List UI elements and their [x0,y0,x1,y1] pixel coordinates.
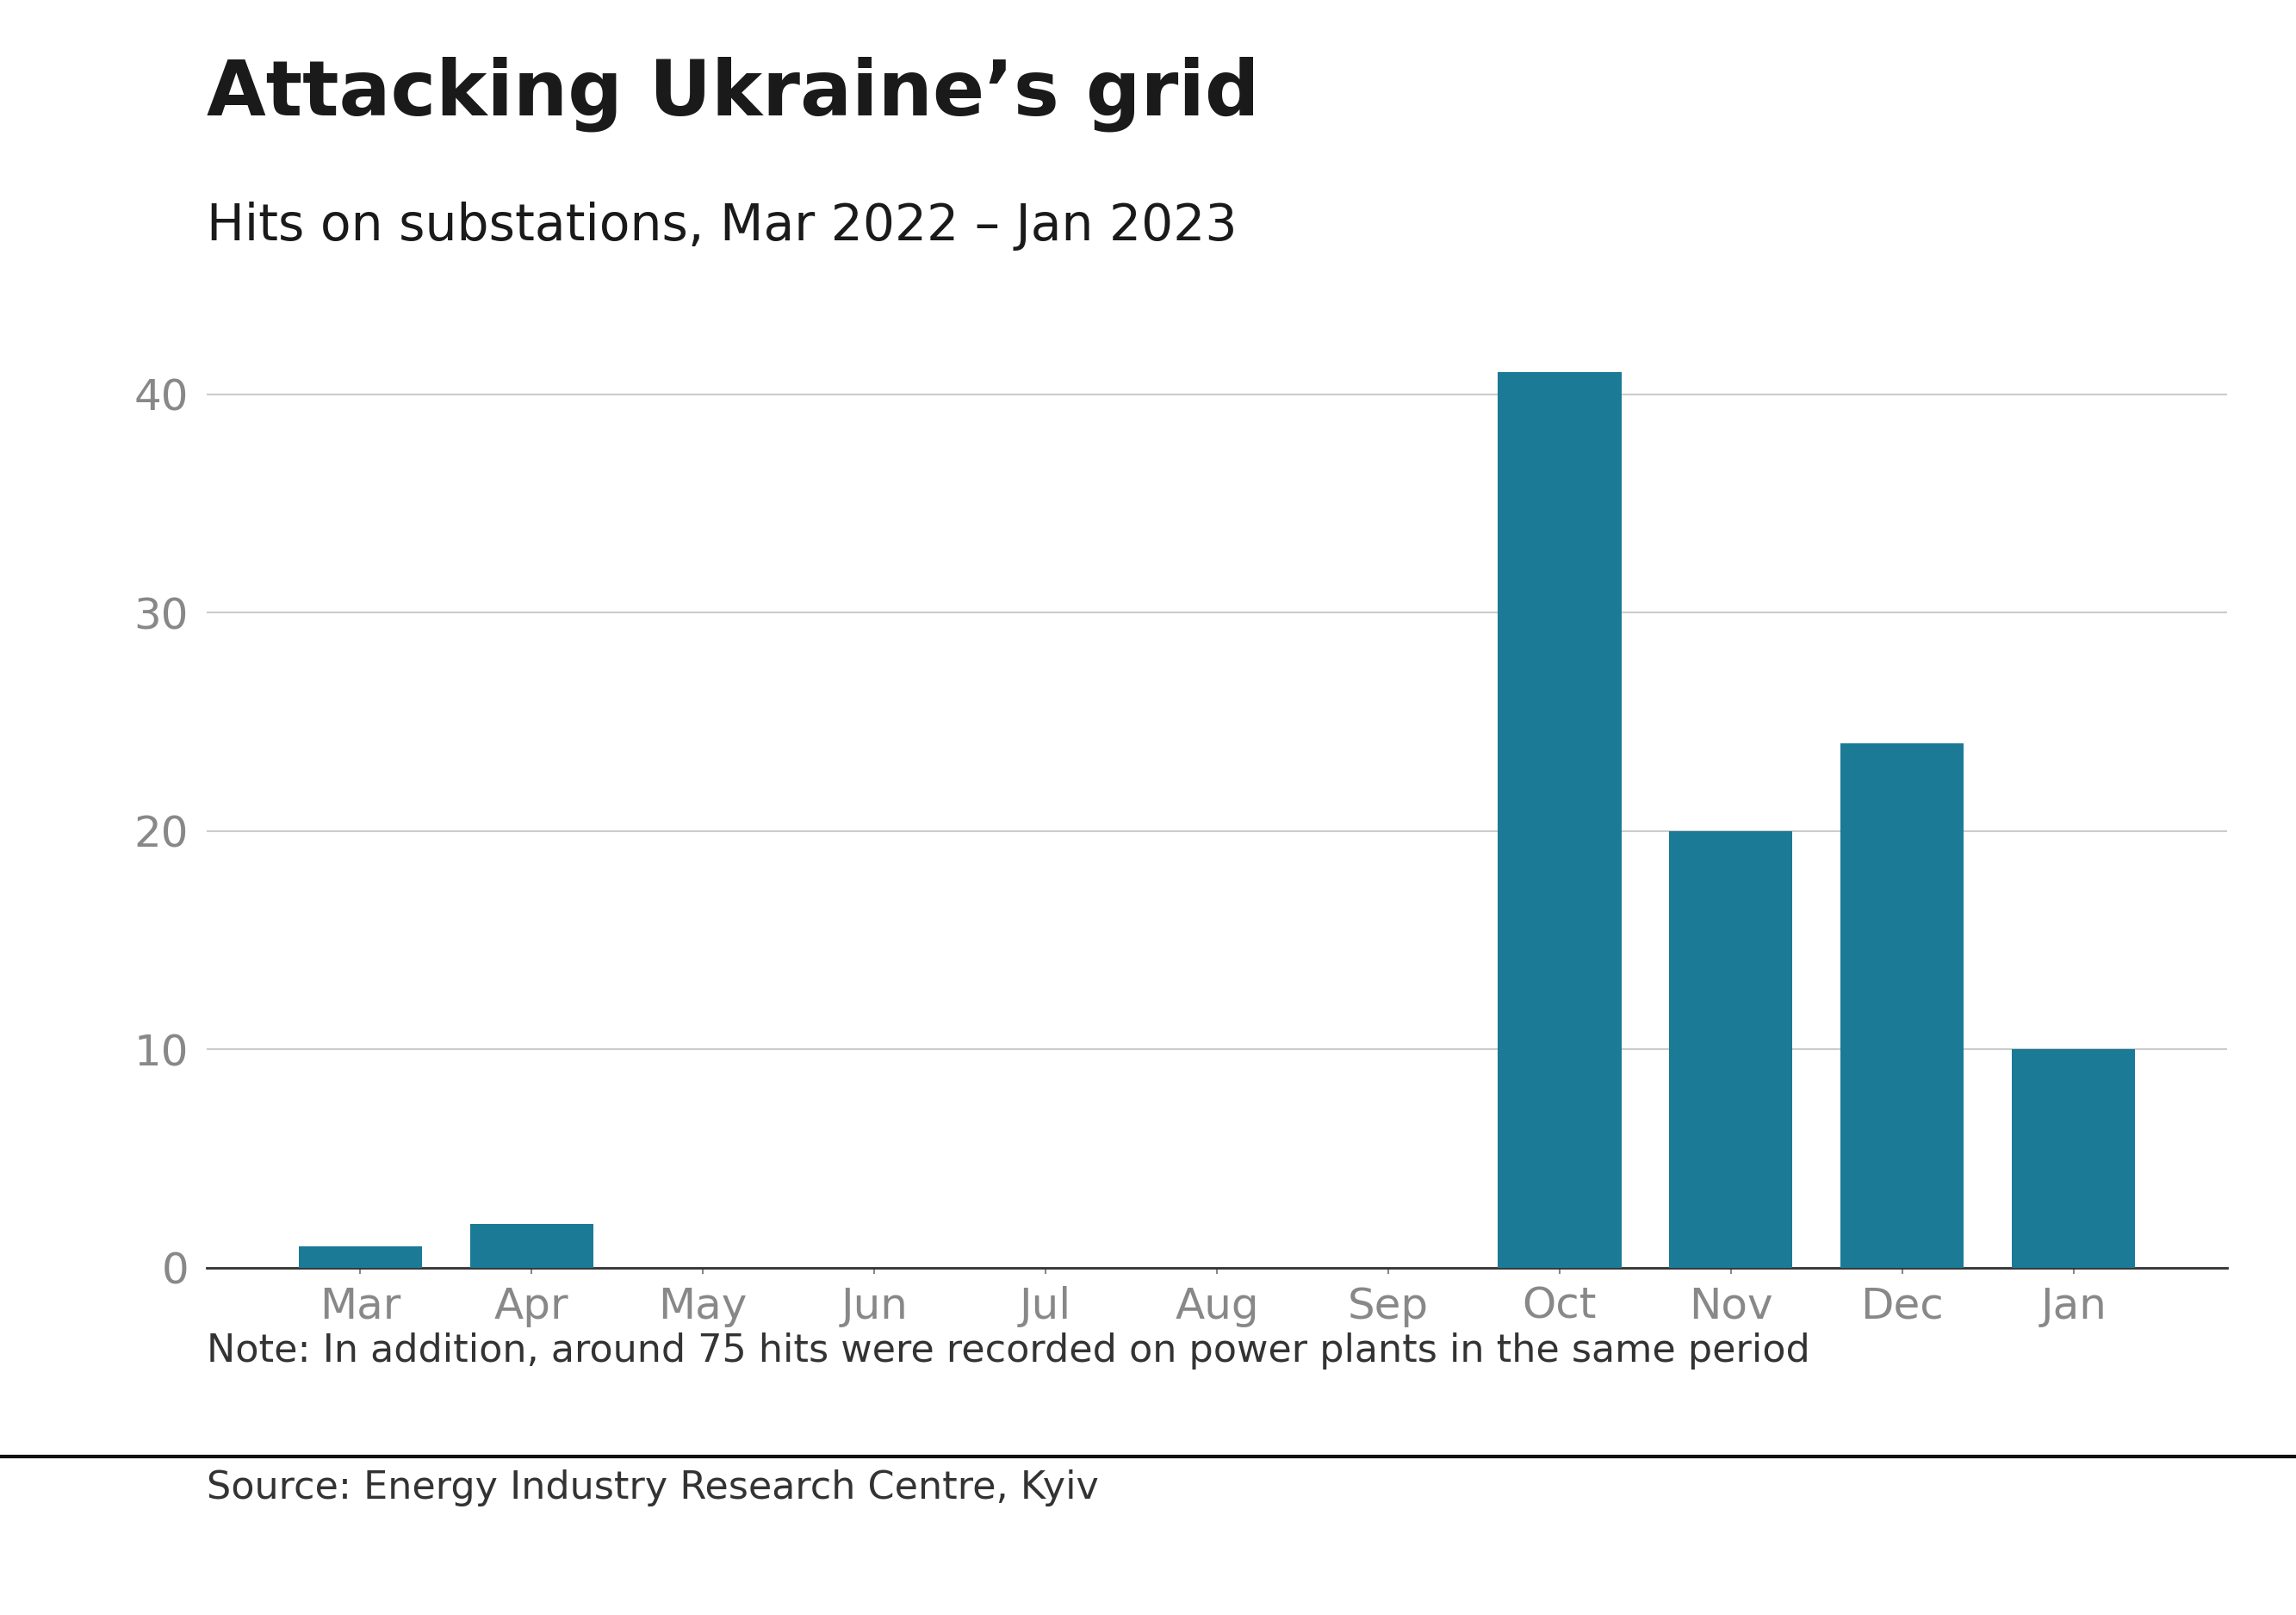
Bar [298,1245,422,1268]
Bar [471,1224,592,1268]
Text: Source: Energy Industry Research Centre, Kyiv: Source: Energy Industry Research Centre,… [207,1470,1100,1507]
Text: Attacking Ukraine’s grid: Attacking Ukraine’s grid [207,57,1261,132]
Text: Note: In addition, around 75 hits were recorded on power plants in the same peri: Note: In addition, around 75 hits were r… [207,1332,1809,1370]
Bar [1841,743,1963,1268]
Bar [1497,373,1621,1268]
Bar [2011,1050,2135,1268]
Text: Hits on substations, Mar 2022 – Jan 2023: Hits on substations, Mar 2022 – Jan 2023 [207,202,1238,250]
Text: BBC: BBC [2119,1516,2232,1565]
Bar [1669,832,1793,1268]
